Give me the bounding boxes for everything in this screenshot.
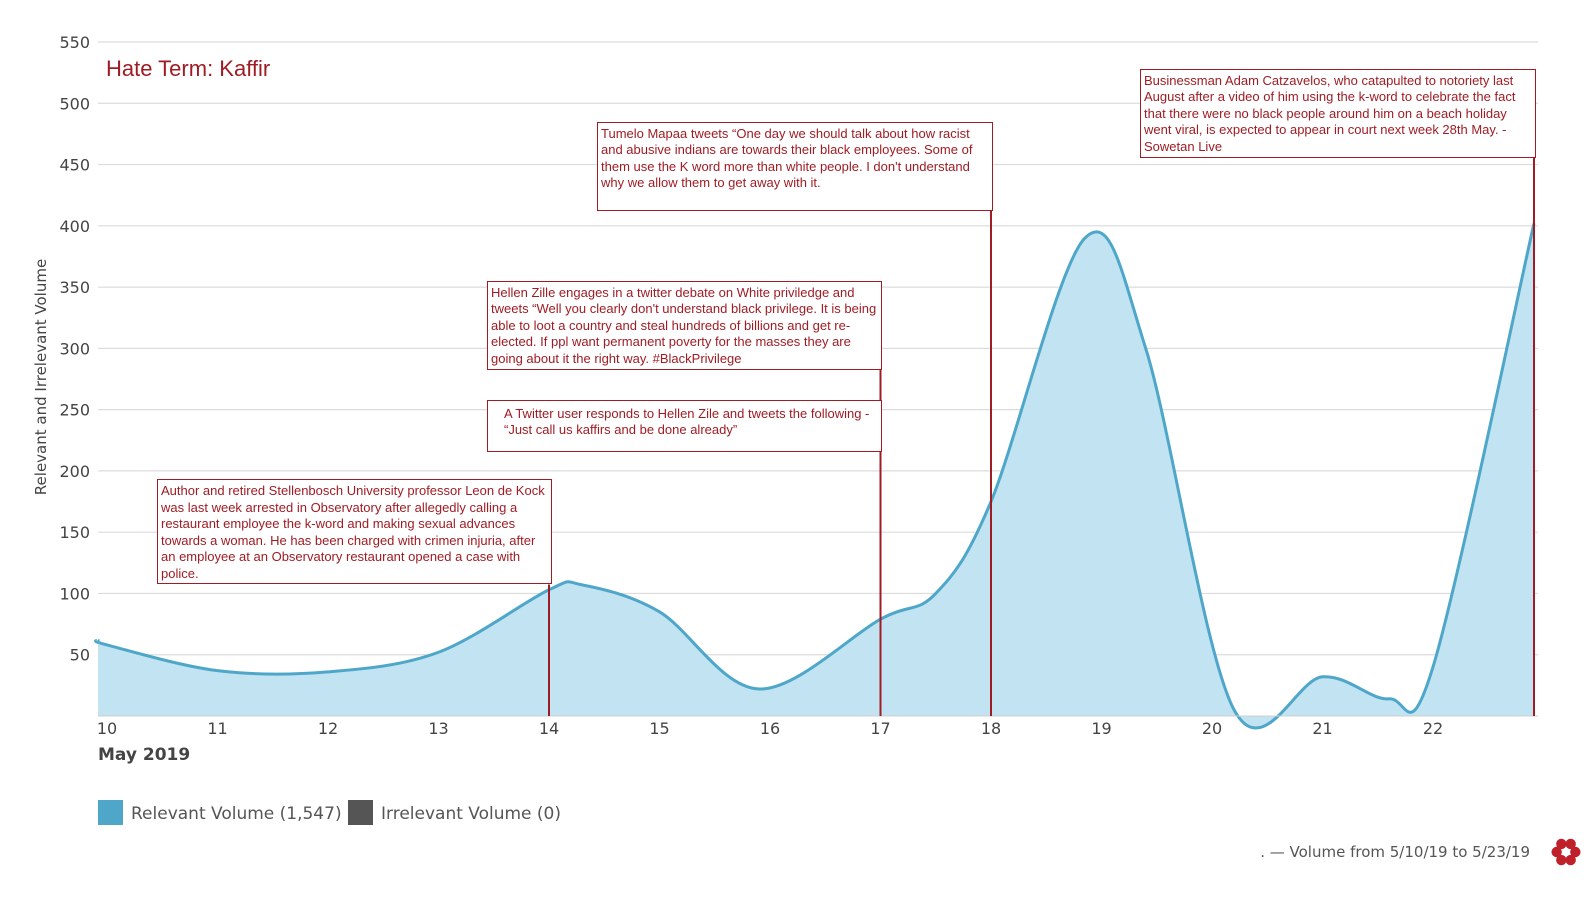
logo-dot: [1570, 846, 1581, 858]
legend-swatch-irrelevant: [348, 800, 373, 825]
legend-label-irrelevant: Irrelevant Volume (0): [381, 804, 561, 824]
y-tick-label: 500: [59, 94, 90, 113]
legend-swatch-relevant: [98, 800, 123, 825]
x-tick-label: 12: [318, 719, 338, 738]
annotation-box: Hellen Zille engages in a twitter debate…: [487, 280, 882, 370]
logo-center: [1562, 848, 1570, 856]
footer-volume-range: . — Volume from 5/10/19 to 5/23/19: [1260, 843, 1530, 861]
chart-title: Hate Term: Kaffir: [106, 56, 270, 81]
y-tick-label: 100: [59, 584, 90, 603]
y-axis-label: Relevant and Irrelevant Volume: [32, 259, 50, 495]
x-tick-label: 20: [1202, 719, 1222, 738]
annotation-box: Businessman Adam Catzavelos, who catapul…: [1140, 68, 1536, 158]
relevant-volume-line: [94, 223, 1536, 730]
x-tick-label: 17: [870, 719, 890, 738]
x-tick-label: 21: [1312, 719, 1332, 738]
legend-item-irrelevant[interactable]: Irrelevant Volume (0): [348, 800, 561, 825]
x-tick-label: 14: [539, 719, 559, 738]
y-tick-label: 450: [59, 156, 90, 175]
logo-dot: [1565, 838, 1576, 850]
y-tick-label: 550: [59, 33, 90, 52]
relevant-volume-area: [95, 223, 1534, 729]
series-layer: [94, 223, 1536, 730]
x-tick-label: 18: [981, 719, 1001, 738]
y-tick-label: 300: [59, 339, 90, 358]
x-axis-label: May 2019: [98, 745, 190, 765]
y-tick-label: 250: [59, 401, 90, 420]
x-tick-label: 15: [649, 719, 669, 738]
x-tick-label: 10: [97, 719, 117, 738]
x-axis-ticks: 10 11 12 13 14 15 16 17 18 19 20 21 22: [97, 719, 1443, 738]
x-tick-label: 22: [1423, 719, 1443, 738]
x-tick-label: 11: [207, 719, 227, 738]
annotation-box: Author and retired Stellenbosch Universi…: [157, 479, 552, 585]
x-tick-label: 13: [428, 719, 448, 738]
logo-icon: [1551, 838, 1581, 866]
legend: Relevant Volume (1,547) Irrelevant Volum…: [98, 800, 561, 825]
y-tick-label: 150: [59, 523, 90, 542]
logo-dot: [1556, 838, 1567, 850]
y-tick-label: 350: [59, 278, 90, 297]
legend-label-relevant: Relevant Volume (1,547): [131, 804, 342, 824]
legend-item-relevant[interactable]: Relevant Volume (1,547): [98, 800, 342, 825]
logo-dot: [1551, 846, 1562, 858]
x-tick-label: 16: [760, 719, 780, 738]
logo-dot: [1565, 854, 1576, 866]
y-tick-label: 50: [70, 646, 90, 665]
y-tick-label: 200: [59, 462, 90, 481]
x-tick-label: 19: [1091, 719, 1111, 738]
logo-dot: [1556, 854, 1567, 866]
y-axis-ticks: 50 100 150 200 250 300 350 400 450 500 550: [59, 33, 90, 665]
annotation-box: Tumelo Mapaa tweets “One day we should t…: [597, 121, 993, 211]
y-tick-label: 400: [59, 217, 90, 236]
annotation-box: A Twitter user responds to Hellen Zile a…: [487, 399, 882, 452]
